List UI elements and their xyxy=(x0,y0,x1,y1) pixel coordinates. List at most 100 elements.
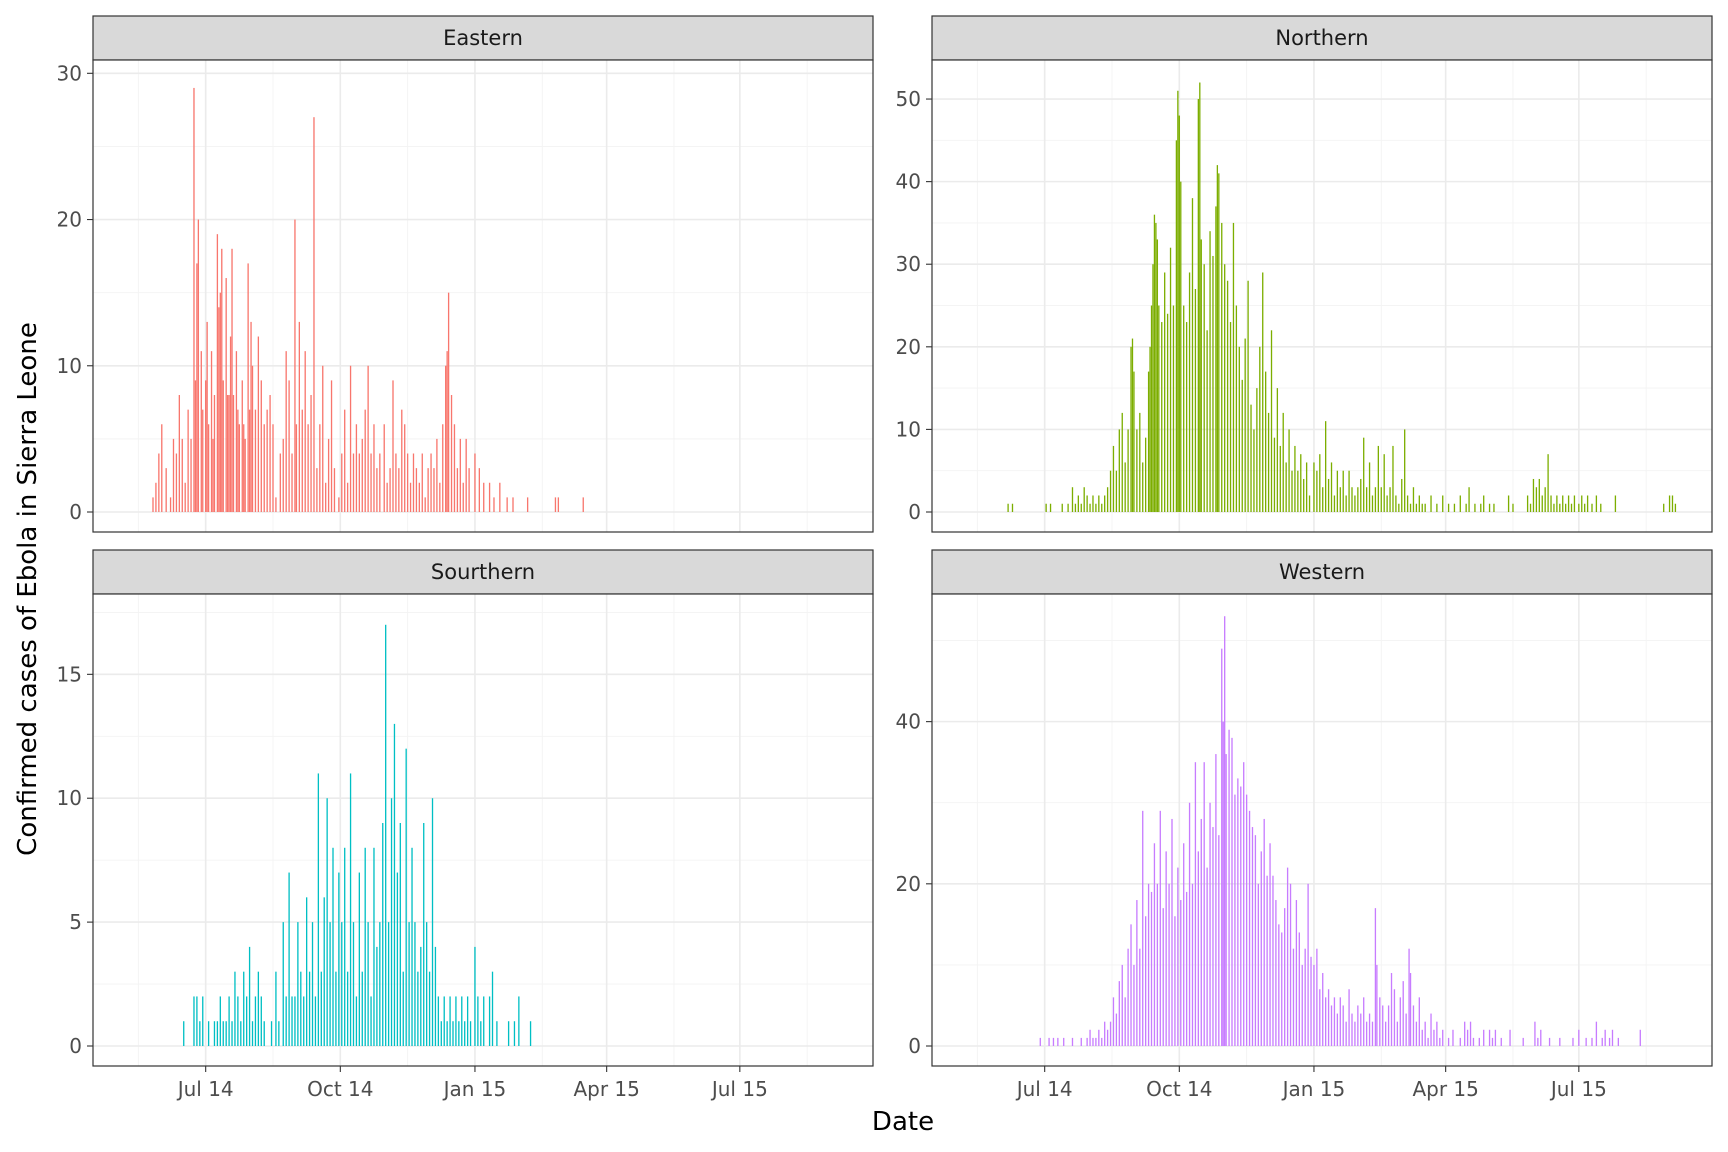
bar xyxy=(352,453,355,512)
bar xyxy=(373,847,375,1046)
bar xyxy=(1379,997,1381,1046)
bar xyxy=(529,1021,532,1046)
y-tick-label: 15 xyxy=(57,662,82,686)
bar xyxy=(1418,495,1420,512)
bar xyxy=(1206,330,1208,512)
bar xyxy=(385,624,387,1046)
bar xyxy=(1301,964,1303,1046)
bar xyxy=(1500,1037,1502,1046)
bar xyxy=(1573,495,1576,512)
bar xyxy=(1297,470,1299,512)
bar xyxy=(222,380,224,512)
x-tick-label: Oct 14 xyxy=(307,1077,373,1101)
bar xyxy=(266,409,268,512)
bar xyxy=(474,453,476,512)
y-tick-label: 40 xyxy=(896,710,921,734)
bar xyxy=(1404,429,1406,512)
bar xyxy=(1469,1021,1472,1046)
bar xyxy=(361,971,363,1046)
bar xyxy=(453,424,456,512)
bar xyxy=(1171,818,1173,1046)
bar xyxy=(1212,255,1214,513)
bar xyxy=(1131,338,1134,512)
bar xyxy=(364,409,366,512)
bar xyxy=(526,497,529,512)
y-tick-label: 20 xyxy=(896,335,921,359)
bar xyxy=(1330,462,1333,512)
bar xyxy=(455,996,457,1046)
bar xyxy=(1442,495,1444,512)
bar xyxy=(1191,883,1194,1046)
bar xyxy=(1092,495,1094,512)
bar xyxy=(1354,1021,1356,1046)
bar xyxy=(1269,843,1271,1046)
bar xyxy=(1288,429,1290,512)
bar xyxy=(1235,305,1238,512)
bar xyxy=(1453,503,1456,512)
bar xyxy=(1247,280,1249,512)
bar xyxy=(1360,478,1362,512)
bar xyxy=(1039,1037,1041,1046)
bar xyxy=(1550,495,1552,512)
bar xyxy=(491,971,494,1046)
bar xyxy=(1409,503,1412,512)
bar xyxy=(1354,495,1356,512)
bar xyxy=(443,996,445,1046)
bar xyxy=(459,438,461,512)
x-tick-label: Jul 14 xyxy=(176,1077,234,1101)
bar xyxy=(449,996,451,1046)
bar xyxy=(187,409,189,512)
bar xyxy=(474,946,476,1046)
bar xyxy=(1083,487,1085,512)
bar xyxy=(1215,206,1217,512)
bar xyxy=(1112,997,1115,1046)
bar xyxy=(1218,835,1220,1046)
bar xyxy=(335,971,337,1046)
bar xyxy=(1224,264,1226,512)
x-axis-title: Date xyxy=(872,1107,934,1137)
bar xyxy=(414,922,416,1046)
bar xyxy=(1139,412,1141,512)
bar xyxy=(405,748,407,1046)
plot-background xyxy=(932,60,1712,532)
bar xyxy=(1308,495,1311,512)
bar xyxy=(1150,305,1153,512)
bar xyxy=(399,823,401,1046)
bar xyxy=(1304,948,1306,1046)
bar xyxy=(213,395,216,512)
bar xyxy=(1206,867,1208,1046)
bar xyxy=(235,351,238,512)
bar xyxy=(513,1021,516,1046)
bar xyxy=(1339,997,1341,1046)
bar xyxy=(219,996,221,1046)
bar xyxy=(1412,1005,1415,1046)
bar xyxy=(1232,222,1235,513)
bar xyxy=(1474,503,1476,512)
bar xyxy=(1095,503,1097,512)
bar xyxy=(1092,1037,1094,1046)
bar xyxy=(512,497,514,512)
bar xyxy=(260,996,262,1046)
bar xyxy=(1237,778,1239,1046)
bar xyxy=(1007,503,1009,512)
bar xyxy=(440,1021,442,1046)
bar xyxy=(1180,181,1182,512)
facet-sourthern: Sourthern 0 5 10 15 Jul 14 Oct 14 Jan 15 Apr 15 J… xyxy=(57,549,874,1101)
bar xyxy=(308,971,311,1046)
bar xyxy=(1221,648,1223,1046)
bar xyxy=(442,424,444,512)
bar xyxy=(1248,810,1251,1046)
bar xyxy=(1164,272,1166,512)
bar xyxy=(483,996,485,1046)
bar xyxy=(228,996,230,1046)
bar xyxy=(206,321,208,512)
bar xyxy=(216,234,219,512)
bar xyxy=(383,424,385,512)
bar xyxy=(1595,495,1598,512)
bar xyxy=(1292,948,1295,1046)
bar xyxy=(243,971,245,1046)
bar xyxy=(412,453,415,512)
bar xyxy=(1231,737,1233,1046)
bar xyxy=(462,482,464,512)
bar xyxy=(303,996,305,1046)
